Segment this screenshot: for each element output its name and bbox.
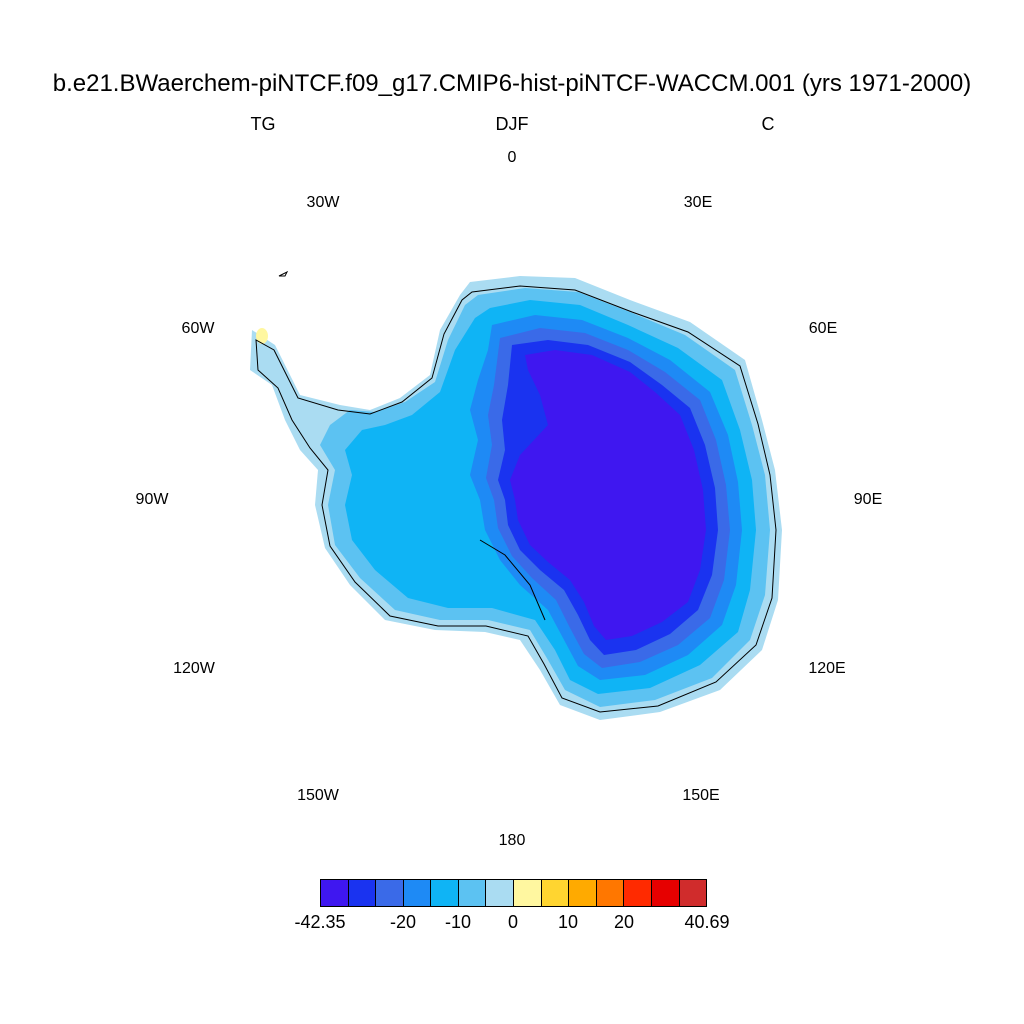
lon-label-30e: 30E [683, 194, 713, 211]
colorbar-tick-10: 10 [557, 912, 579, 932]
subtitle-variable: TG [250, 114, 276, 134]
small-island [278, 270, 289, 277]
colorbar-swatch [458, 880, 487, 906]
subtitle-units: C [761, 114, 775, 134]
lon-label-180: 180 [498, 832, 526, 849]
colorbar-swatch [596, 880, 625, 906]
colorbar-swatch [569, 880, 597, 906]
colorbar-tick-minus20: -20 [389, 912, 417, 932]
colorbar-swatch [486, 880, 515, 906]
lon-label-120w: 120W [173, 660, 215, 677]
lon-label-60w: 60W [181, 320, 215, 337]
subtitle-season: DJF [495, 114, 529, 134]
colorbar-swatch [679, 880, 707, 906]
peninsula-tip-warm-cell [256, 328, 268, 344]
lon-label-60e: 60E [808, 320, 838, 337]
colorbar-swatch [376, 880, 404, 906]
colorbar-tick-max: 40.69 [684, 912, 730, 932]
lon-label-0: 0 [507, 149, 517, 166]
colorbar-tick-20: 20 [613, 912, 635, 932]
colorbar-swatch [651, 880, 680, 906]
lon-label-90w: 90W [135, 491, 169, 508]
colorbar [320, 879, 707, 907]
ross-ice-shelf-edge [479, 539, 546, 621]
colorbar-tick-minus10: -10 [444, 912, 472, 932]
colorbar-tick-0: 0 [507, 912, 519, 932]
plot-title: b.e21.BWaerchem-piNTCF.f09_g17.CMIP6-his… [52, 70, 972, 97]
lon-label-90e: 90E [853, 491, 883, 508]
band-east-antarctic-plateau [510, 350, 706, 640]
colorbar-swatch [431, 880, 459, 906]
colorbar-swatch [403, 880, 432, 906]
coastline [255, 285, 777, 713]
colorbar-swatch [624, 880, 652, 906]
colorbar-tick-min: -42.35 [294, 912, 346, 932]
colorbar-swatch [321, 880, 349, 906]
lon-label-150e: 150E [682, 787, 720, 804]
lon-label-120e: 120E [808, 660, 846, 677]
colorbar-swatch [514, 880, 542, 906]
colorbar-swatch [541, 880, 570, 906]
lon-label-30w: 30W [306, 194, 340, 211]
colorbar-swatch [348, 880, 377, 906]
lon-label-150w: 150W [297, 787, 339, 804]
